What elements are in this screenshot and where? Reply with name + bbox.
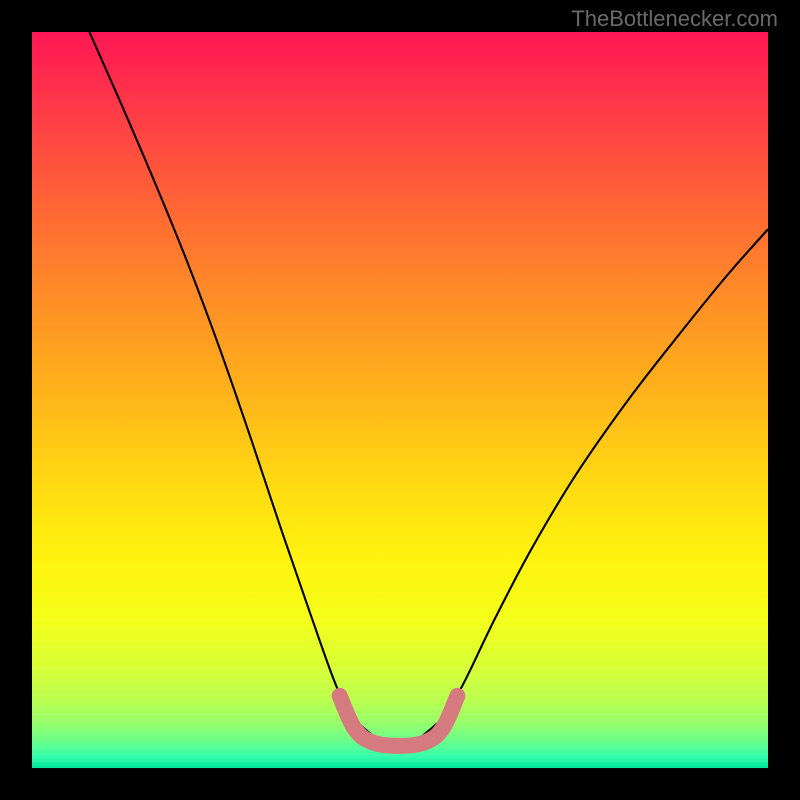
- curve-group: [89, 32, 768, 747]
- chart-svg: [0, 0, 800, 800]
- watermark-text: TheBottlenecker.com: [571, 6, 778, 32]
- chart-frame: TheBottlenecker.com: [0, 0, 800, 800]
- curve-right-branch: [446, 229, 768, 716]
- curve-left-branch: [89, 32, 350, 716]
